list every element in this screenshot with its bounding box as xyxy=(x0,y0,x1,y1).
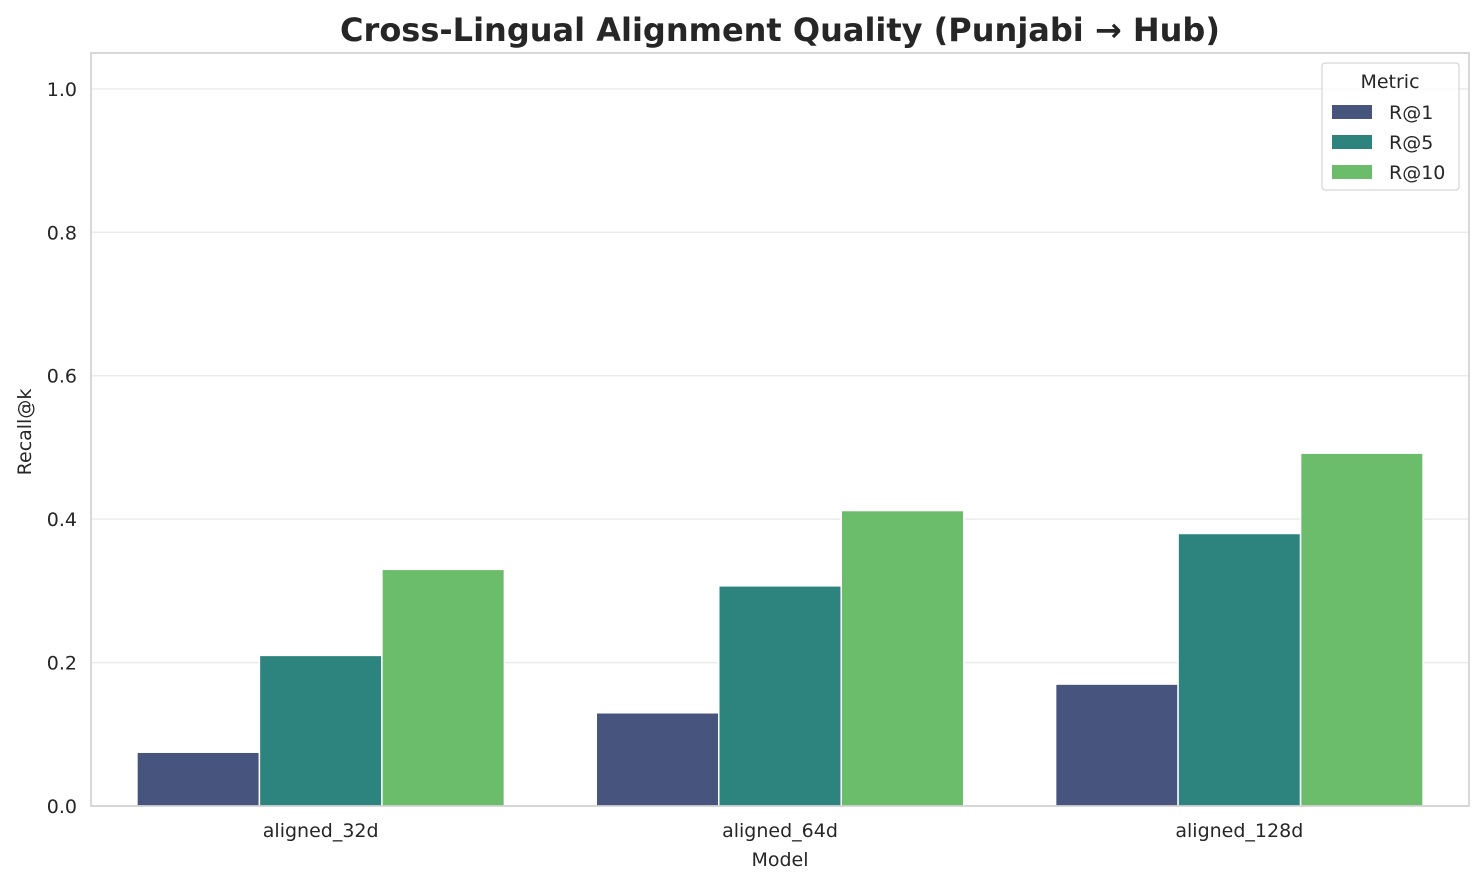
bar-r-at-10-aligned_64d xyxy=(840,509,965,807)
y-tick-label: 0.6 xyxy=(47,366,77,388)
x-axis-ticks: aligned_32d aligned_64d aligned_128d xyxy=(263,820,1304,842)
bar-r-at-1-aligned_64d xyxy=(595,712,720,807)
legend-title: Metric xyxy=(1360,71,1419,93)
legend: Metric R@1 R@5 R@10 xyxy=(1321,62,1460,191)
y-tick-label: 0.0 xyxy=(47,796,77,818)
legend-items: R@1 R@5 R@10 xyxy=(1332,102,1445,184)
x-tick-label: aligned_64d xyxy=(722,820,838,842)
legend-label: R@1 xyxy=(1389,102,1433,124)
legend-swatch xyxy=(1332,105,1372,119)
bar-r-at-1-aligned_32d xyxy=(136,751,261,807)
bar-r-at-5-aligned_128d xyxy=(1177,532,1302,807)
x-axis-label: Model xyxy=(751,849,808,871)
plot-frame xyxy=(90,52,1470,807)
bar-r-at-1-aligned_128d xyxy=(1054,683,1179,807)
bar-r-at-10-aligned_128d xyxy=(1299,452,1424,807)
legend-label: R@5 xyxy=(1389,132,1433,154)
x-tick-label: aligned_128d xyxy=(1175,820,1303,842)
legend-box xyxy=(1321,62,1460,191)
x-tick-label: aligned_32d xyxy=(263,820,379,842)
bars xyxy=(136,452,1424,807)
y-tick-label: 0.8 xyxy=(47,222,77,244)
y-tick-label: 0.2 xyxy=(47,653,77,675)
bar-r-at-5-aligned_32d xyxy=(258,654,383,807)
y-axis-label: Recall@k xyxy=(14,389,36,476)
legend-swatch xyxy=(1332,165,1372,179)
bar-r-at-10-aligned_32d xyxy=(381,568,506,807)
bar-r-at-5-aligned_64d xyxy=(718,585,842,807)
y-tick-label: 0.4 xyxy=(47,509,77,531)
legend-swatch xyxy=(1332,135,1372,149)
y-axis-ticks: 0.0 0.2 0.4 0.6 0.8 1.0 xyxy=(47,79,77,818)
y-tick-label: 1.0 xyxy=(47,79,77,101)
legend-label: R@10 xyxy=(1389,162,1445,184)
chart-title: Cross-Lingual Alignment Quality (Punjabi… xyxy=(340,11,1220,49)
